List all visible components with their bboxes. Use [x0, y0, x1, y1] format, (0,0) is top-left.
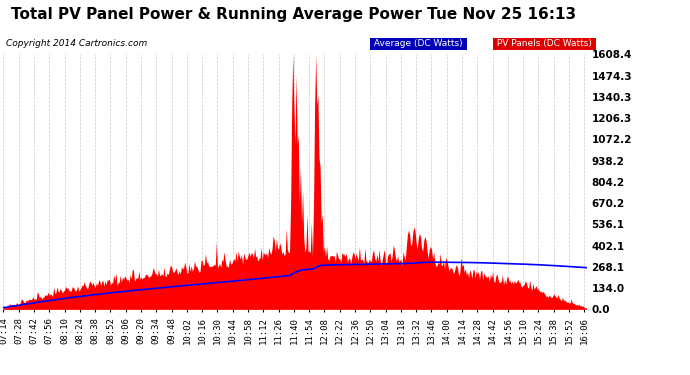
Text: PV Panels (DC Watts): PV Panels (DC Watts) — [494, 39, 595, 48]
Text: Total PV Panel Power & Running Average Power Tue Nov 25 16:13: Total PV Panel Power & Running Average P… — [10, 8, 576, 22]
Text: Copyright 2014 Cartronics.com: Copyright 2014 Cartronics.com — [6, 39, 147, 48]
Text: Average (DC Watts): Average (DC Watts) — [371, 39, 466, 48]
